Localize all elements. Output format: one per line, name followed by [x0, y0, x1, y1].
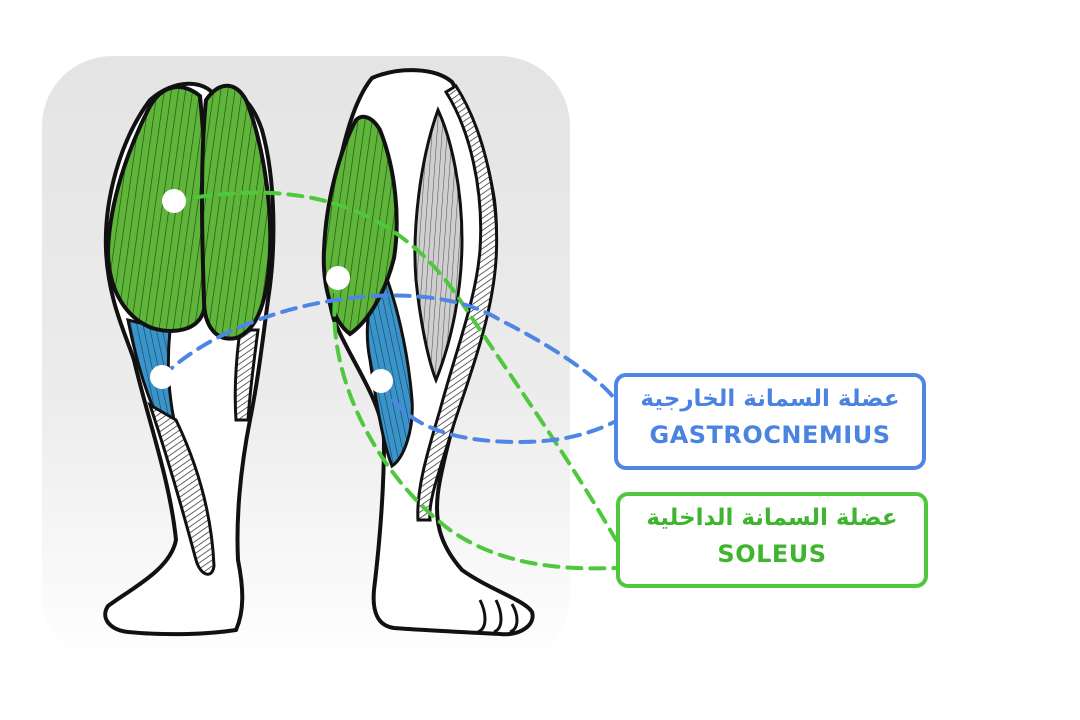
anchor-dots — [150, 189, 393, 393]
tendon-right-strip — [233, 328, 260, 422]
anchor-dot — [162, 189, 186, 213]
leader-line-blue-1 — [160, 293, 616, 400]
soleus-arabic-label: عضلة السمانة الداخلية — [646, 505, 898, 531]
soleus-muscle-right — [365, 262, 414, 469]
leader-line-blue-2 — [379, 379, 616, 445]
leader-line-green-2 — [332, 276, 618, 571]
gastrocnemius-label-box: عضلة السمانة الخارجية GASTROCNEMIUS — [614, 373, 926, 470]
background-panel — [42, 56, 570, 666]
posterior-leg — [103, 81, 276, 637]
anchor-dot — [326, 266, 350, 290]
anchor-dot — [369, 369, 393, 393]
lateral-tendon-band — [416, 83, 499, 522]
achilles-tendon-left — [147, 401, 216, 576]
peroneus-muscle — [413, 106, 464, 385]
leader-line-green-1 — [172, 190, 618, 542]
toes — [477, 599, 519, 634]
anchor-dot — [150, 365, 174, 389]
soleus-english-label: SOLEUS — [717, 540, 827, 568]
gastrocnemius-muscle-lateral — [200, 83, 273, 341]
leader-lines — [160, 190, 618, 571]
gastrocnemius-arabic-label: عضلة السمانة الخارجية — [640, 386, 900, 412]
gastrocnemius-english-label: GASTROCNEMIUS — [649, 421, 891, 449]
soleus-label-box: عضلة السمانة الداخلية SOLEUS — [616, 492, 928, 588]
